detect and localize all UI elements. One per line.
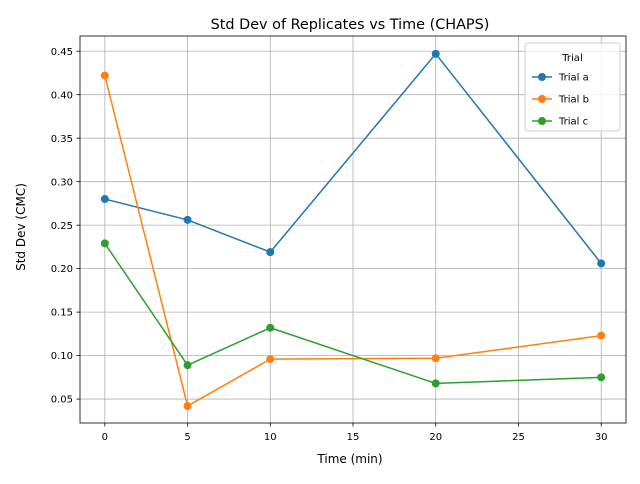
y-tick-label: 0.10 xyxy=(51,351,73,362)
data-point xyxy=(100,71,109,80)
x-tick-label: 5 xyxy=(184,432,190,443)
y-tick-label: 0.45 xyxy=(51,47,73,58)
legend-entry-label: Trial b xyxy=(558,95,589,106)
legend-entry-label: Trial c xyxy=(558,117,588,128)
x-axis-label: Time (min) xyxy=(316,452,382,466)
x-tick-label: 30 xyxy=(595,432,608,443)
y-tick-label: 0.25 xyxy=(51,221,73,232)
legend-swatch-marker xyxy=(538,73,546,81)
y-tick-label: 0.30 xyxy=(51,177,73,188)
data-point xyxy=(597,373,606,382)
data-point xyxy=(100,195,109,204)
data-point xyxy=(597,331,606,340)
x-tick-label: 15 xyxy=(347,432,360,443)
data-point xyxy=(100,239,109,248)
y-tick-label: 0.15 xyxy=(51,308,73,319)
y-tick-label: 0.20 xyxy=(51,264,73,275)
y-tick-label: 0.05 xyxy=(51,395,73,406)
data-point xyxy=(431,49,440,58)
x-tick-label: 25 xyxy=(512,432,525,443)
legend: Trial Trial a Trial b Trial c xyxy=(524,42,621,132)
legend-entry-label: Trial a xyxy=(558,73,589,84)
data-point xyxy=(266,355,275,364)
x-tick-label: 0 xyxy=(102,432,108,443)
data-point xyxy=(266,248,275,257)
legend-swatch-marker xyxy=(538,95,546,103)
y-tick-label: 0.40 xyxy=(51,90,73,101)
x-tick-label: 10 xyxy=(264,432,277,443)
grid xyxy=(80,36,626,423)
legend-title: Trial xyxy=(561,53,582,64)
legend-swatch-marker xyxy=(538,117,546,125)
data-point xyxy=(431,379,440,388)
y-axis-label: Std Dev (CMC) xyxy=(14,183,28,271)
y-tick-label: 0.35 xyxy=(51,134,73,145)
data-point xyxy=(183,215,192,224)
data-point xyxy=(266,323,275,332)
x-tick-label: 20 xyxy=(429,432,442,443)
data-point xyxy=(183,402,192,411)
data-point xyxy=(183,361,192,370)
axes-frame: 0 5 10 15 20 25 30 0.05 0.10 0.15 0.20 0.25 0.30 0.35… xyxy=(51,35,627,443)
data-point xyxy=(431,354,440,363)
series-group xyxy=(100,49,606,411)
chart-title: Std Dev of Replicates vs Time (CHAPS) xyxy=(211,17,490,33)
data-point xyxy=(597,259,606,268)
legend-box xyxy=(524,42,621,132)
